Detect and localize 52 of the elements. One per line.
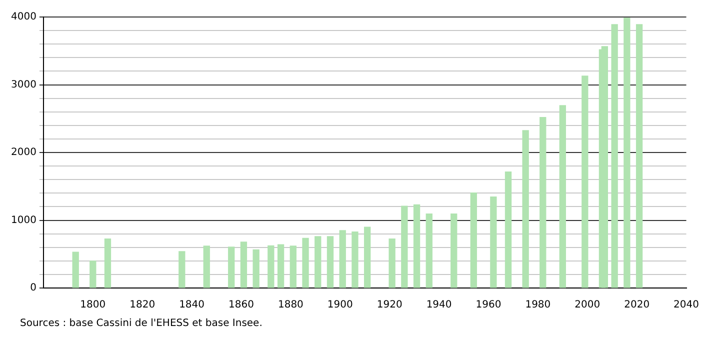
y-tick-label: 2000: [10, 147, 36, 158]
x-tick-label: 2000: [574, 300, 600, 311]
bar: [104, 238, 112, 288]
bar: [240, 242, 248, 288]
bar: [90, 260, 96, 288]
bar: [401, 206, 408, 288]
bar: [559, 105, 566, 288]
x-tick-label: 1980: [525, 300, 551, 311]
y-tick-label: 0: [30, 282, 36, 294]
bar: [490, 196, 497, 288]
bar: [636, 24, 643, 288]
x-tick-label: 1920: [376, 300, 402, 311]
y-tick-label: 1000: [10, 214, 36, 226]
bar: [302, 238, 309, 288]
bar: [252, 249, 260, 288]
bar: [314, 236, 322, 288]
bar: [228, 246, 235, 288]
source-note: Sources : base Cassini de l'EHESS et base Insee.: [20, 318, 264, 329]
x-tick-label: 1860: [228, 300, 254, 311]
bar: [413, 204, 420, 288]
bar: [339, 230, 346, 288]
bar: [504, 171, 512, 288]
x-tick-label: 1840: [179, 300, 205, 311]
x-tick-label: 1940: [426, 300, 452, 311]
bar: [364, 226, 371, 288]
bar: [540, 116, 546, 288]
x-tick-label: 2040: [674, 300, 699, 311]
bar: [203, 246, 210, 288]
bar: [470, 192, 477, 288]
x-tick-label: 1900: [327, 300, 353, 311]
bar: [624, 18, 630, 288]
bar: [178, 251, 186, 288]
bar: [426, 213, 432, 288]
x-tick-label: 1800: [80, 300, 106, 311]
x-tick-label: 2020: [624, 300, 650, 311]
y-tick-label: 3000: [10, 79, 36, 90]
bar: [450, 213, 458, 288]
bar: [277, 244, 284, 288]
bar: [290, 246, 296, 288]
x-tick-label: 1820: [130, 300, 156, 311]
bar: [326, 236, 334, 288]
bar: [72, 252, 79, 288]
bar: [522, 130, 529, 288]
x-tick-label: 1880: [278, 300, 304, 311]
bar: [352, 231, 358, 288]
x-tick-label: 1960: [476, 300, 502, 311]
bar: [601, 46, 608, 288]
bar: [388, 238, 396, 288]
bar: [611, 24, 618, 288]
y-tick-label: 4000: [10, 12, 36, 23]
bar: [582, 76, 588, 288]
bar: [268, 245, 274, 288]
